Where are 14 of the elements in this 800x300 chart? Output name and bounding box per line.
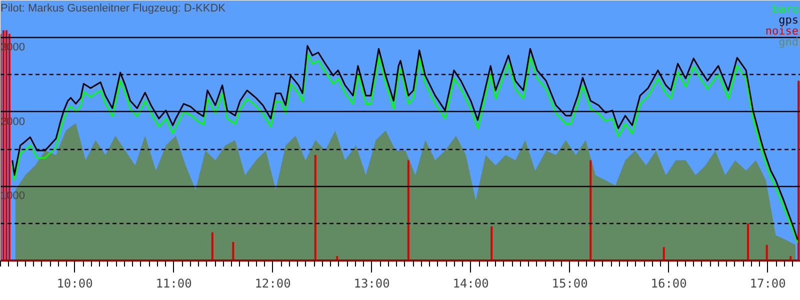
y-tick-label: 1000 [0,190,25,202]
x-tick-label: 13:00 [354,276,390,290]
x-tick-label: 15:00 [552,276,588,290]
text: gps [778,14,799,26]
text: noise [765,24,799,38]
text: gnd [778,36,799,48]
x-tick-label: 12:00 [254,276,291,290]
x-tick-label: 14:00 [452,276,489,290]
x-tick-label: 10:00 [56,276,93,290]
chart-title: Pilot: Markus Gusenleitner Flugzeug: D-KKDK [0,2,226,14]
x-tick-label: 17:00 [750,276,786,290]
text: baro [772,2,799,16]
x-tick-label: 16:00 [650,276,687,290]
x-tick-label: 11:00 [156,276,192,290]
